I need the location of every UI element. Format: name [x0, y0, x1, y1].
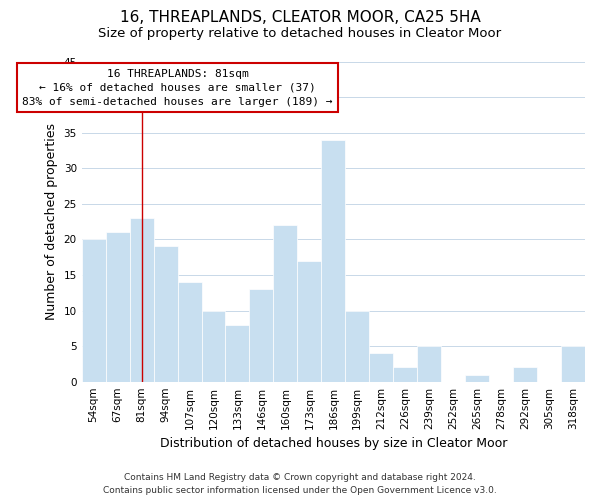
Y-axis label: Number of detached properties: Number of detached properties [45, 123, 58, 320]
Bar [178, 282, 202, 382]
Text: Size of property relative to detached houses in Cleator Moor: Size of property relative to detached ho… [98, 28, 502, 40]
Bar [250, 289, 274, 382]
Bar [322, 140, 346, 382]
Text: 16, THREAPLANDS, CLEATOR MOOR, CA25 5HA: 16, THREAPLANDS, CLEATOR MOOR, CA25 5HA [119, 10, 481, 25]
Bar [513, 368, 537, 382]
Text: 16 THREAPLANDS: 81sqm
← 16% of detached houses are smaller (37)
83% of semi-deta: 16 THREAPLANDS: 81sqm ← 16% of detached … [22, 68, 333, 106]
Text: Contains HM Land Registry data © Crown copyright and database right 2024.
Contai: Contains HM Land Registry data © Crown c… [103, 473, 497, 495]
Bar [274, 225, 298, 382]
Bar [465, 374, 489, 382]
Bar [393, 368, 417, 382]
Bar [369, 353, 393, 382]
Bar [561, 346, 585, 382]
Bar [154, 246, 178, 382]
Bar [82, 240, 106, 382]
Bar [130, 218, 154, 382]
Bar [417, 346, 441, 382]
X-axis label: Distribution of detached houses by size in Cleator Moor: Distribution of detached houses by size … [160, 437, 507, 450]
Bar [226, 325, 250, 382]
Bar [106, 232, 130, 382]
Bar [202, 310, 226, 382]
Bar [346, 310, 369, 382]
Bar [298, 260, 322, 382]
